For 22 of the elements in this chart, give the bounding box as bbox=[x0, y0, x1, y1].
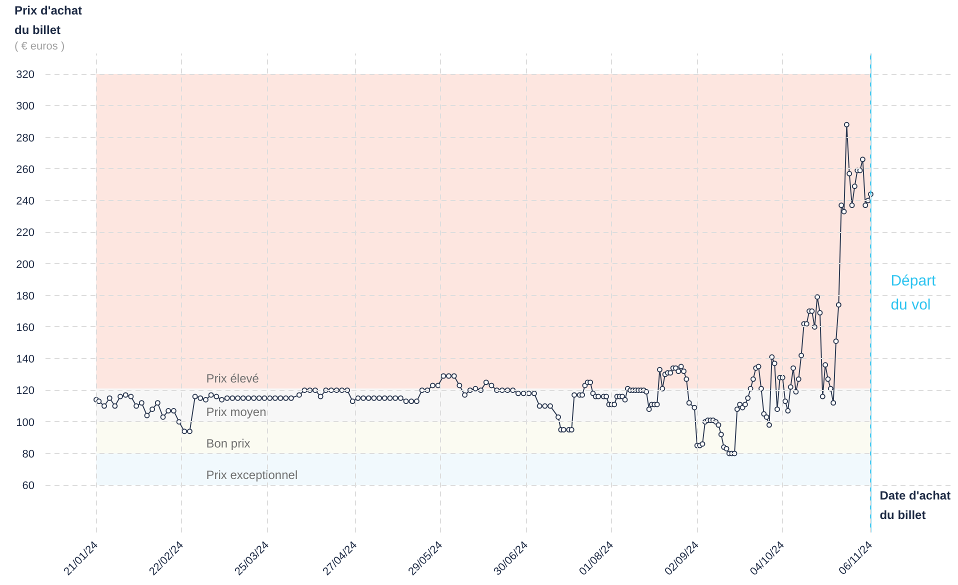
y-tick-label: 60 bbox=[22, 480, 35, 492]
y-tick-label: 180 bbox=[16, 290, 35, 302]
y-tick-label: 160 bbox=[16, 322, 35, 334]
y-tick-label: 220 bbox=[16, 227, 35, 240]
y-tick-label: 300 bbox=[16, 100, 35, 113]
y-tick-label: 240 bbox=[16, 196, 35, 208]
y-tick-label: 260 bbox=[16, 164, 35, 176]
band-label: Prix exceptionnel bbox=[206, 468, 298, 482]
y-tick-label: 100 bbox=[16, 416, 35, 429]
x-axis-title: Date d'achat du billet bbox=[880, 488, 951, 522]
y-axis-title: Prix d'achat du billet bbox=[14, 3, 82, 37]
band-label: Prix élevé bbox=[206, 372, 260, 386]
y-tick-label: 120 bbox=[16, 385, 35, 398]
y-tick-label: 280 bbox=[16, 132, 35, 144]
y-tick-label: 140 bbox=[16, 354, 35, 366]
y-tick-label: 200 bbox=[16, 258, 35, 271]
ref-line-label: Départ du vol bbox=[890, 272, 937, 314]
band-label: Bon prix bbox=[206, 436, 250, 450]
text: ( € euros ) bbox=[14, 40, 65, 52]
band-label: Prix moyen bbox=[206, 404, 266, 419]
y-tick-label: 80 bbox=[22, 448, 35, 460]
y-tick-label: 320 bbox=[16, 69, 35, 82]
